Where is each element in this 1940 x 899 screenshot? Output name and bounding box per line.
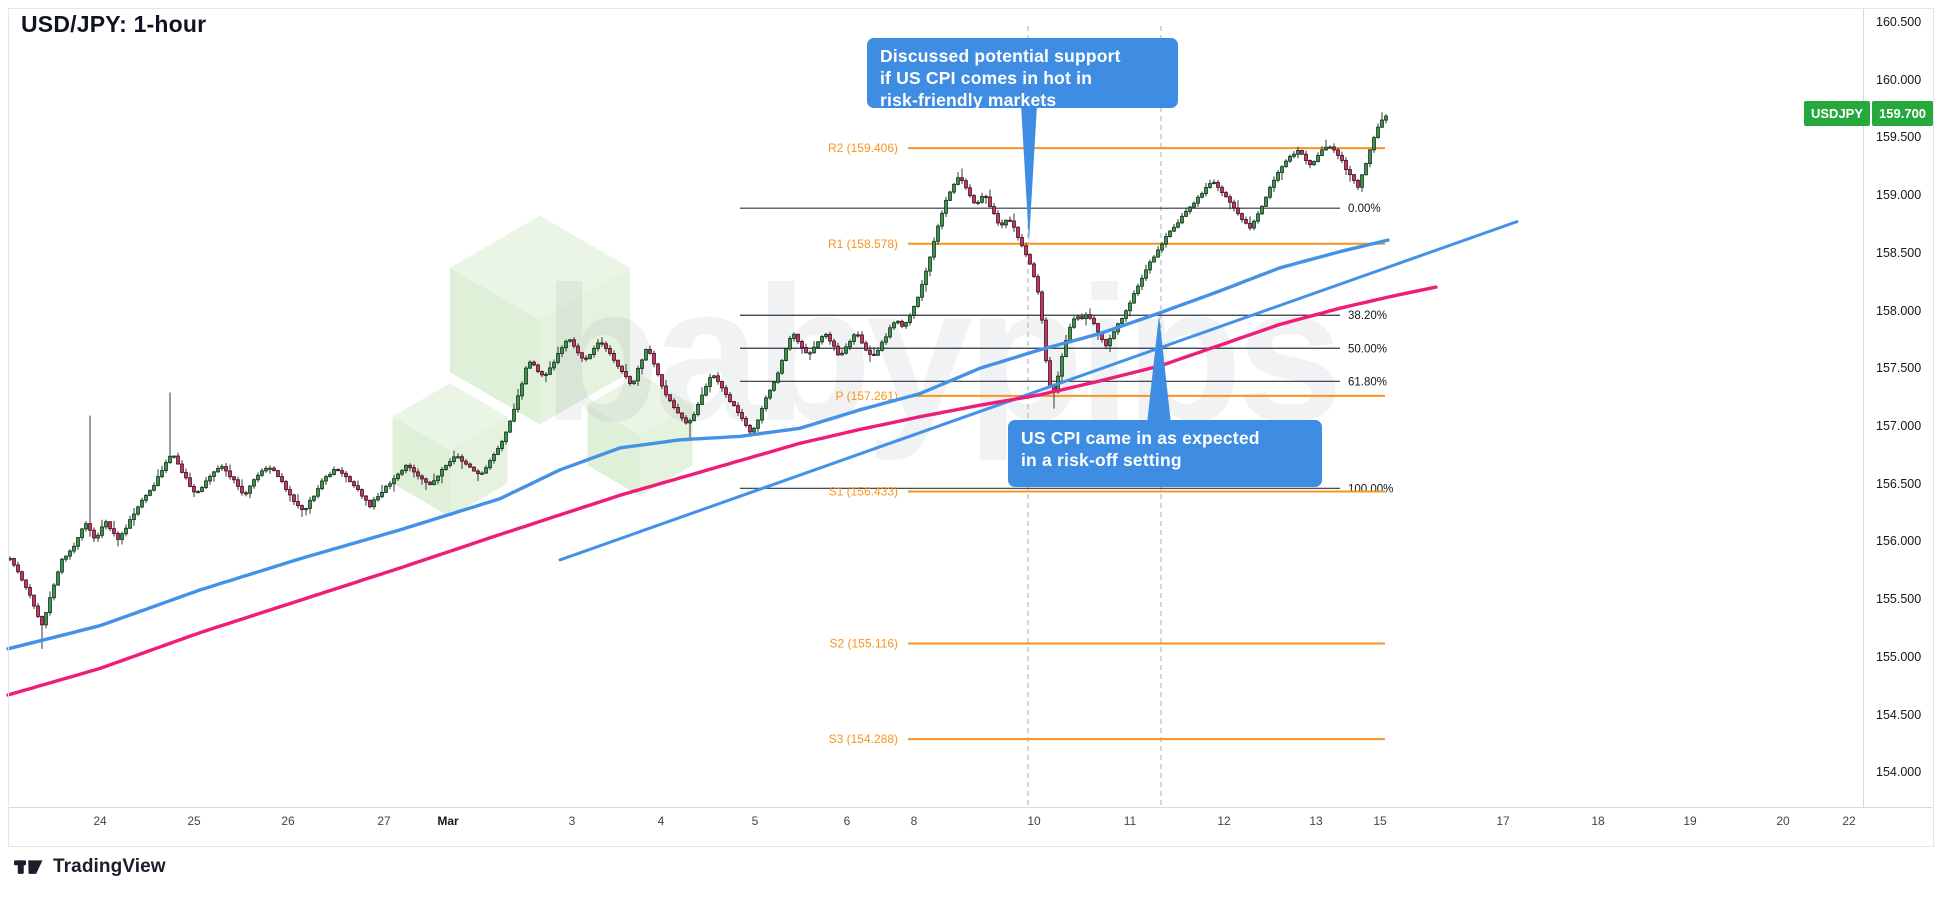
time-axis-label: 12: [1217, 814, 1231, 828]
time-axis-label: 10: [1027, 814, 1041, 828]
callout-line: if US CPI comes in hot in: [880, 68, 1093, 88]
time-axis-label: 20: [1776, 814, 1790, 828]
time-axis-label: 5: [751, 814, 759, 828]
time-axis-label: 24: [93, 814, 107, 828]
time-axis-label: Mar: [437, 814, 459, 828]
price-axis-label: 154.000: [1876, 765, 1922, 780]
time-axis-label: 19: [1683, 814, 1697, 828]
time-axis-label: 26: [281, 814, 295, 828]
price-axis-label: 155.000: [1876, 649, 1922, 664]
time-axis-label: 8: [910, 814, 918, 828]
pivot-label-S3: S3 (154.288): [829, 732, 898, 746]
last-price-badge: USDJPY 159.700: [1804, 101, 1934, 126]
price-axis-label: 160.000: [1876, 72, 1922, 87]
pivot-label-R2: R2 (159.406): [828, 141, 898, 155]
time-axis-label: 18: [1591, 814, 1605, 828]
time-axis-label: 27: [377, 814, 391, 828]
badge-symbol: USDJPY: [1804, 101, 1871, 126]
pivot-label-S1: S1 (156.433): [829, 484, 898, 498]
time-axis-label: 15: [1373, 814, 1387, 828]
callout-line: Discussed potential support: [880, 46, 1121, 66]
blue-trendline[interactable]: [558, 220, 1519, 562]
price-axis-label: 154.500: [1876, 707, 1922, 722]
price-axis-label: 158.500: [1876, 245, 1922, 260]
price-axis-label: 159.000: [1876, 188, 1922, 203]
time-axis-label: 4: [657, 814, 665, 828]
badge-price: 159.700: [1872, 101, 1934, 126]
time-axis-label: 6: [843, 814, 851, 828]
price-axis-label: 155.500: [1876, 592, 1922, 607]
time-axis-label: 3: [568, 814, 576, 828]
price-axis-label: 160.500: [1876, 14, 1922, 29]
fib-label: 38.20%: [1348, 310, 1387, 322]
price-axis-label: 156.000: [1876, 534, 1922, 549]
pivot-label-R1: R1 (158.578): [828, 237, 898, 251]
price-axis-label: 158.000: [1876, 303, 1922, 318]
callout-line: risk-friendly markets: [880, 90, 1057, 110]
time-axis-label: 25: [187, 814, 201, 828]
blue-ma-line[interactable]: [6, 238, 1390, 651]
tradingview-attribution[interactable]: TradingView: [14, 856, 166, 878]
chart-title: USD/JPY: 1-hour: [21, 11, 207, 37]
pivot-label-P: P (157.261): [836, 389, 899, 403]
annotation-callout-cpi-expected[interactable]: US CPI came in as expected in a risk-off…: [1008, 420, 1322, 487]
candles-layer[interactable]: [8, 112, 1388, 649]
callout-cpi-hot-pointer[interactable]: [1021, 105, 1037, 242]
price-axis-label: 156.500: [1876, 476, 1922, 491]
time-axis-label: 17: [1496, 814, 1510, 828]
price-axis-label: 159.500: [1876, 130, 1922, 145]
callout-line: US CPI came in as expected: [1021, 428, 1260, 448]
tradingview-logo-icon: [14, 859, 43, 874]
fib-label: 0.00%: [1348, 203, 1381, 215]
price-axis-label: 157.000: [1876, 418, 1922, 433]
pivot-label-S2: S2 (155.116): [830, 637, 899, 651]
callout-line: in a risk-off setting: [1021, 450, 1182, 470]
annotation-callout-cpi-hot[interactable]: Discussed potential support if US CPI co…: [867, 38, 1178, 110]
fib-label: 50.00%: [1348, 343, 1387, 355]
price-axis-label: 157.500: [1876, 361, 1922, 376]
time-axis-label: 11: [1123, 814, 1137, 828]
pink-ma-line[interactable]: [6, 285, 1438, 697]
time-axis-label: 13: [1309, 814, 1323, 828]
time-axis-separator[interactable]: [9, 807, 1932, 808]
callout-cpi-expected-pointer[interactable]: [1147, 315, 1171, 424]
babypips-watermark: babypips: [392, 215, 1343, 517]
time-axis-label: 22: [1842, 814, 1856, 828]
tradingview-brand-text: TradingView: [53, 856, 166, 877]
fib-label: 100.00%: [1348, 483, 1393, 495]
fib-label: 61.80%: [1348, 376, 1387, 388]
price-axis-separator[interactable]: [1863, 9, 1864, 807]
